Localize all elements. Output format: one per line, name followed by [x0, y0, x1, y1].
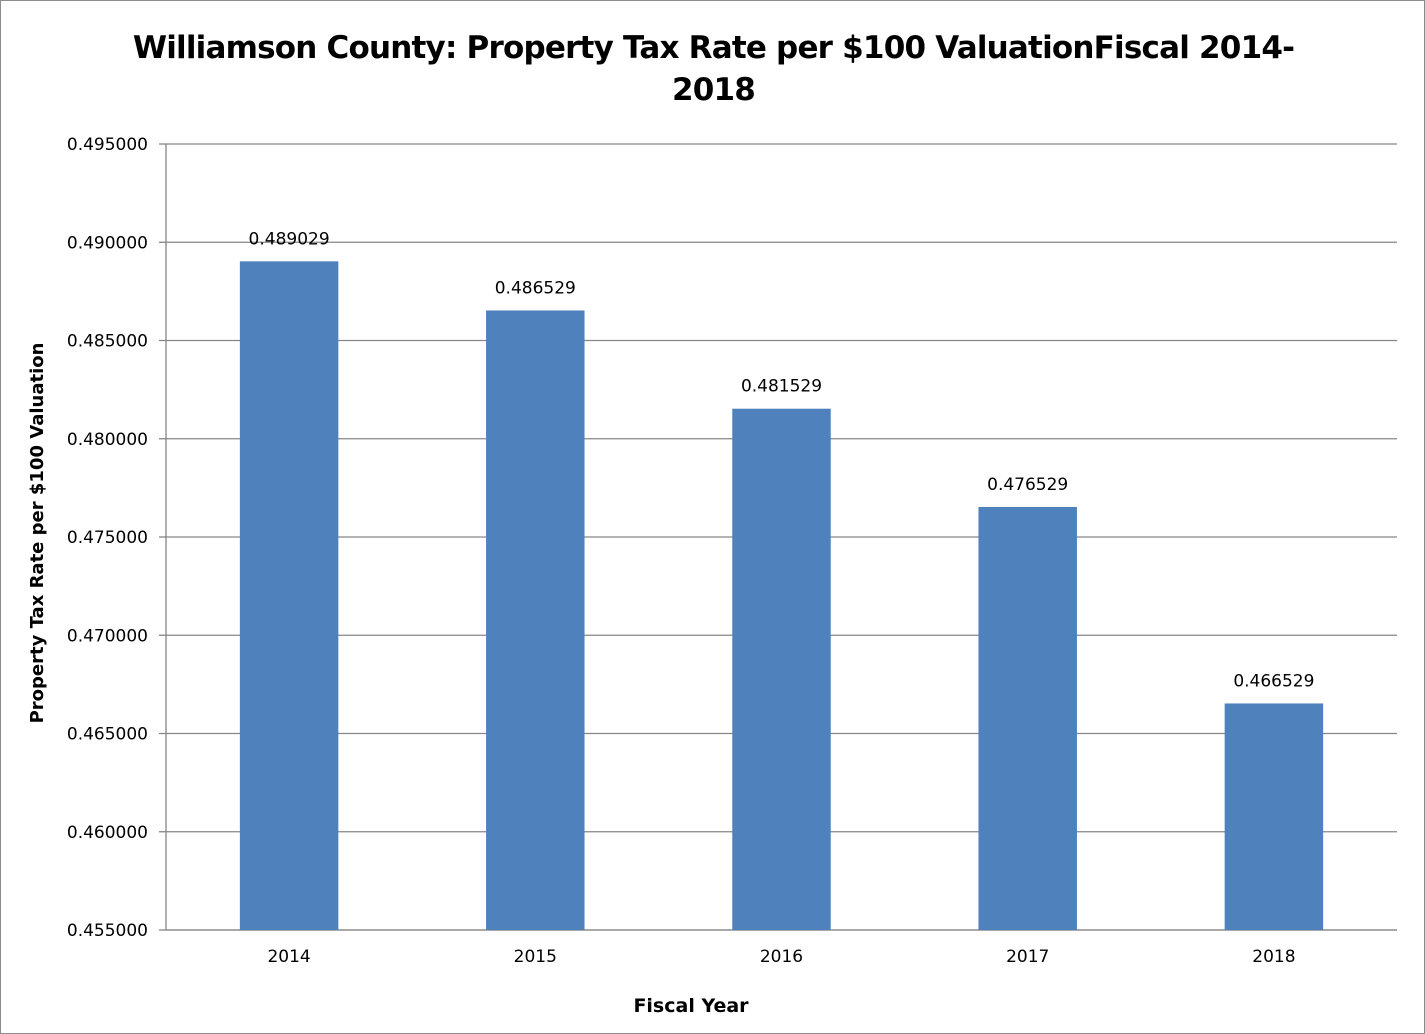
bar-value-labels: 0.489029 0.486529 0.481529 0.476529 0.466529 [249, 229, 1315, 691]
y-tick-label: 0.495000 [67, 135, 148, 155]
x-tick-label-2015: 2015 [514, 947, 557, 967]
y-tick-label: 0.485000 [67, 332, 148, 352]
y-tick-label: 0.470000 [67, 626, 148, 646]
y-tick-label: 0.490000 [67, 233, 148, 253]
bar-2018 [1224, 703, 1324, 930]
chart-title: Williamson County: Property Tax Rate per… [121, 27, 1306, 111]
bars [239, 261, 1324, 930]
y-tick-label: 0.455000 [67, 921, 148, 941]
bar-2015 [486, 310, 585, 930]
bar-2016 [732, 408, 831, 930]
bar-value-label-2016: 0.481529 [741, 377, 822, 397]
bar-value-label-2017: 0.476529 [987, 475, 1068, 495]
bar-value-label-2018: 0.466529 [1233, 671, 1314, 691]
bar-value-label-2015: 0.486529 [495, 278, 576, 298]
chart-title-line-2: 2018 [671, 72, 756, 108]
y-tick-label: 0.465000 [67, 725, 148, 745]
x-tick-label-2016: 2016 [760, 947, 803, 967]
y-axis-tick-labels: 0.455000 0.460000 0.465000 0.470000 0.475000… [67, 135, 148, 941]
x-tick-label-2017: 2017 [1006, 947, 1049, 967]
chart-title-line-1: Williamson County: Property Tax Rate per… [132, 30, 1295, 66]
y-tick-label: 0.480000 [67, 430, 148, 450]
bar-value-label-2014: 0.489029 [249, 229, 330, 249]
y-tick-label: 0.460000 [67, 823, 148, 843]
bar-2017 [978, 506, 1077, 930]
x-axis-tick-labels: 2014 2015 2016 2017 2018 [267, 947, 1295, 967]
x-axis-title: Fiscal Year [633, 995, 749, 1017]
y-tick-label: 0.475000 [67, 528, 148, 548]
x-tick-label-2014: 2014 [267, 947, 310, 967]
x-tick-label-2018: 2018 [1252, 947, 1295, 967]
bar-2014 [239, 261, 339, 930]
y-axis-title: Property Tax Rate per $100 Valuation [27, 343, 48, 724]
